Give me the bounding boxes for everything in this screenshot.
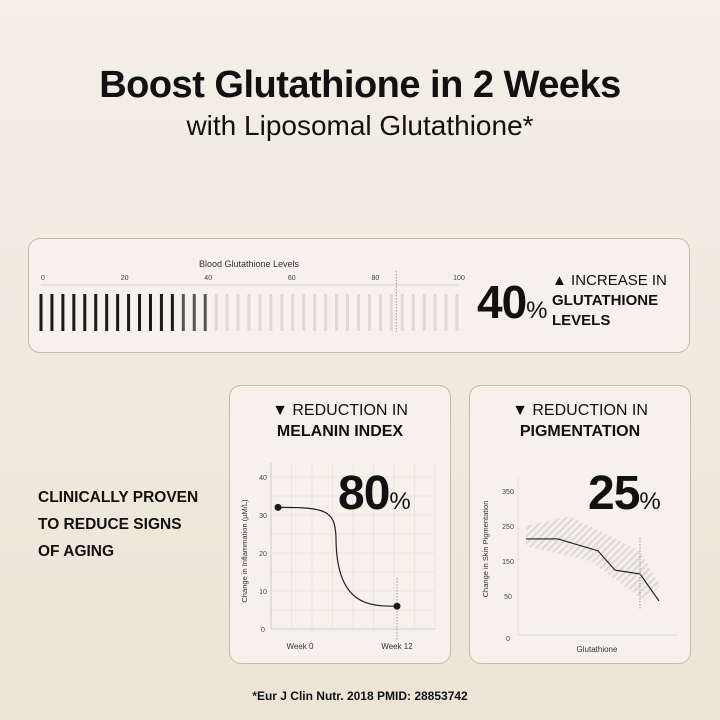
pigmentation-value: 25%: [588, 466, 661, 521]
y-tick-label: 40: [259, 475, 267, 482]
increase-label: INCREASE IN: [571, 272, 667, 289]
glutathione-bar-chart: 0 20 40 60 80 100: [39, 271, 465, 332]
page-subtitle: with Liposomal Glutathione*: [186, 110, 534, 141]
empty-bar: [247, 294, 251, 331]
claim-line: CLINICALLY PROVEN: [38, 489, 199, 506]
empty-bar: [444, 294, 448, 331]
footnote: *Eur J Clin Nutr. 2018 PMID: 28853742: [252, 689, 468, 703]
filled-bar: [181, 294, 185, 331]
y-tick-label: 0: [506, 636, 510, 643]
y-tick-label: 150: [502, 559, 514, 566]
data-point: [274, 503, 282, 511]
empty-bar: [302, 294, 306, 331]
filled-bar: [39, 294, 43, 331]
y-axis-label: Change in Inflammation (µM/L): [240, 499, 249, 603]
page-title: Boost Glutathione in 2 Weeks: [99, 64, 621, 106]
melanin-value: 80%: [338, 466, 411, 521]
filled-bar: [116, 294, 120, 331]
filled-bar: [148, 294, 152, 331]
empty-bar: [214, 294, 218, 331]
empty-bar: [269, 294, 273, 331]
empty-bar: [367, 294, 371, 331]
empty-bar: [422, 294, 426, 331]
filled-bar: [83, 294, 87, 331]
empty-bar: [389, 294, 393, 331]
y-tick-label: 10: [259, 589, 267, 596]
empty-bar: [313, 294, 317, 331]
pigmentation-card: ▼ REDUCTION IN PIGMENTATION 0 50 150 250 350 C…: [469, 385, 691, 664]
clinical-claim: CLINICALLY PROVEN TO REDUCE SIGNS OF AGI…: [38, 484, 198, 565]
levels-label: LEVELS: [552, 312, 611, 329]
filled-bar: [61, 294, 65, 331]
data-line: [277, 506, 398, 607]
empty-bar: [346, 294, 350, 331]
y-tick-label: 0: [261, 627, 265, 634]
filled-bar: [50, 294, 54, 331]
filled-bar: [105, 294, 109, 331]
empty-bar: [236, 294, 240, 331]
bar-tick-label: 0: [41, 275, 45, 282]
filled-bar: [159, 294, 163, 331]
percent-sign: %: [526, 297, 547, 324]
reduction-label: REDUCTION IN: [532, 402, 648, 419]
empty-bar: [411, 294, 415, 331]
filled-bar: [127, 294, 131, 331]
bar-tick-label: 100: [453, 275, 465, 282]
filled-bar: [203, 294, 207, 331]
claim-line: OF AGING: [38, 543, 115, 560]
empty-bar: [280, 294, 284, 331]
y-tick-label: 250: [502, 524, 514, 531]
data-point: [393, 602, 401, 610]
x-axis-label: Glutathione: [577, 645, 618, 654]
filled-bar: [94, 294, 98, 331]
empty-bar: [356, 294, 360, 331]
pigmentation-line-chart: 0 50 150 250 350 Change in Skin Pigmentation G…: [481, 478, 678, 654]
y-tick-label: 50: [504, 594, 512, 601]
increase-number: 40: [477, 276, 527, 328]
empty-bar: [433, 294, 437, 331]
filled-bar: [72, 294, 76, 331]
y-tick-label: 30: [259, 513, 267, 520]
empty-bar: [335, 294, 339, 331]
up-triangle-icon: ▲: [552, 272, 567, 289]
melanin-card: ▼ REDUCTION IN MELANIN INDEX 0 10 20 30 40 Cha…: [229, 385, 451, 664]
bar-tick-label: 40: [204, 275, 212, 282]
claim-line: TO REDUCE SIGNS: [38, 516, 182, 533]
inflammation-line-chart: 0 10 20 30 40 Change in Inflammation (µM/L) We…: [240, 463, 436, 651]
down-triangle-icon: ▼: [512, 402, 528, 419]
percent-sign: %: [639, 488, 660, 515]
x-tick-label: Week 12: [381, 642, 413, 651]
data-line: [526, 538, 660, 602]
melanin-number: 80: [338, 467, 390, 520]
y-axis-label: Change in Skin Pigmentation: [481, 501, 490, 598]
empty-bar: [291, 294, 295, 331]
x-tick-label: Week 0: [287, 642, 315, 651]
increase-value: 40%: [477, 275, 548, 329]
glutathione-card: Blood Glutathione Levels 0 20 40 60 80 100 40…: [28, 238, 690, 353]
pigmentation-number: 25: [588, 467, 640, 520]
y-tick-label: 20: [259, 551, 267, 558]
percent-sign: %: [389, 488, 410, 515]
bar-chart-title: Blood Glutathione Levels: [198, 259, 300, 269]
pigmentation-label: PIGMENTATION: [519, 423, 641, 440]
reduction-label: REDUCTION IN: [292, 402, 408, 419]
empty-bar: [225, 294, 229, 331]
y-tick-label: 350: [502, 489, 514, 496]
filled-bar: [170, 294, 174, 331]
filled-bar: [138, 294, 142, 331]
glutathione-label: GLUTATHIONE: [552, 292, 659, 309]
empty-bar: [400, 294, 404, 331]
melanin-label: MELANIN INDEX: [276, 423, 404, 440]
empty-bar: [324, 294, 328, 331]
empty-bar: [455, 294, 459, 331]
filled-bar: [192, 294, 196, 331]
confidence-band: [526, 516, 660, 601]
bar-tick-label: 60: [288, 275, 296, 282]
empty-bar: [258, 294, 262, 331]
down-triangle-icon: ▼: [272, 402, 288, 419]
empty-bar: [378, 294, 382, 331]
bar-tick-label: 80: [372, 275, 380, 282]
bar-tick-label: 20: [121, 275, 129, 282]
